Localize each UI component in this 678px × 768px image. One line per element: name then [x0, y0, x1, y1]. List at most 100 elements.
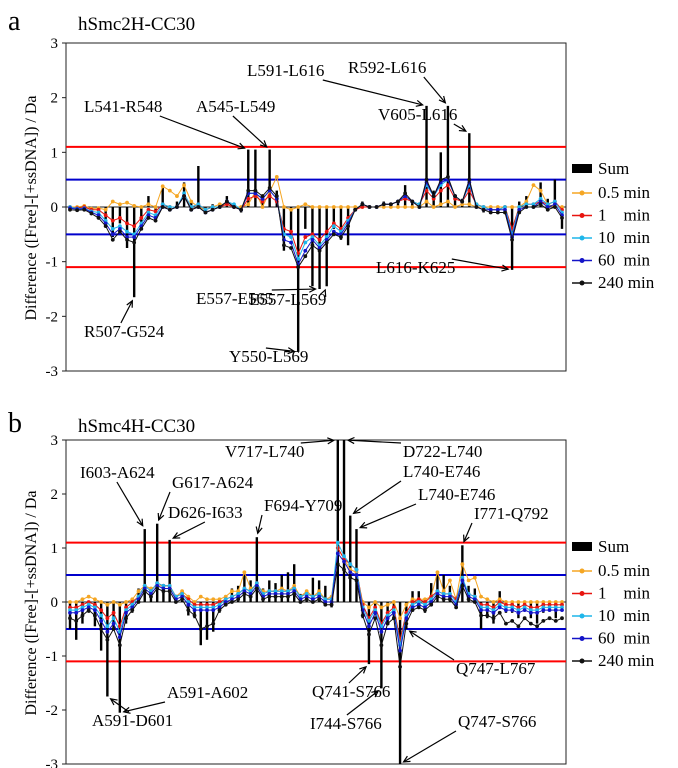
series-point [146, 216, 151, 220]
series-point [367, 624, 371, 629]
annotation-arrow [232, 115, 268, 148]
series-point [528, 610, 533, 615]
series-point [246, 196, 251, 201]
annotation-label: E557-E565 [196, 289, 273, 308]
series-point [111, 621, 116, 626]
series-point [485, 602, 490, 607]
series-point [385, 613, 390, 618]
sum-bar [498, 591, 501, 602]
series-point [224, 199, 229, 204]
series-point [217, 605, 222, 610]
series-point [223, 597, 228, 602]
series-point [93, 602, 97, 607]
sum-bar [161, 187, 164, 207]
annotation-arrowhead [255, 526, 263, 535]
series-point [125, 221, 129, 226]
series-point [391, 616, 396, 621]
annotation-label: R592-L616 [348, 58, 426, 77]
series-point [522, 602, 527, 607]
series-point [180, 597, 185, 602]
annotation-label: L541-R548 [84, 97, 162, 116]
annotation-arrow [423, 76, 446, 104]
series-point [111, 616, 116, 621]
series-point [348, 562, 353, 567]
series-point [522, 600, 527, 604]
series-point [522, 605, 527, 610]
series-point [155, 586, 160, 591]
annotation-arrow [300, 439, 334, 444]
series-point [167, 589, 172, 594]
series-point [161, 586, 166, 591]
series-point [524, 205, 529, 209]
series-point [317, 592, 322, 596]
series-point [479, 608, 483, 612]
series-point [196, 205, 201, 209]
legend-marker [579, 591, 585, 596]
series-point [232, 202, 236, 207]
series-point [110, 232, 115, 237]
annotation-arrow [353, 480, 402, 514]
series-point [535, 610, 539, 615]
series-point [254, 586, 259, 591]
series-point [125, 237, 129, 242]
annotation-arrow [110, 698, 130, 713]
annotation-arrow [159, 115, 245, 149]
series-point [230, 589, 234, 594]
legend-label: 10 min [598, 606, 650, 625]
series-point [423, 600, 427, 604]
legend-label: 240 min [598, 273, 655, 292]
annotation-arrowhead [171, 532, 181, 539]
series-point [223, 594, 228, 599]
legend-sum-label: Sum [598, 159, 629, 178]
sum-bar [325, 207, 328, 287]
annotation-arrow [348, 666, 367, 684]
series-point [292, 586, 297, 591]
annotation-label: L740-E746 [418, 485, 495, 504]
annotation-arrowhead [346, 436, 355, 445]
series-point [242, 586, 247, 591]
series-point [429, 602, 434, 607]
series-point [317, 597, 322, 602]
series-point [68, 605, 72, 610]
annotation-arrowhead [358, 521, 368, 529]
legend-label: 0.5 min [598, 183, 650, 202]
series-point [153, 209, 158, 214]
annotation-arrowhead [408, 630, 417, 638]
series-point [547, 602, 552, 607]
series-point [82, 207, 87, 212]
legend-sum-swatch [572, 164, 592, 173]
series-point [186, 608, 191, 612]
series-point [528, 600, 533, 604]
series-point [139, 205, 144, 209]
series-point [279, 594, 284, 599]
series-point [167, 205, 172, 209]
sum-bar [255, 537, 259, 602]
sum-bar [411, 591, 414, 602]
annotation-arrow [463, 522, 473, 542]
series-point [410, 199, 415, 204]
series-point [560, 616, 564, 621]
series-point [323, 602, 328, 607]
annotation-label: L591-L616 [247, 61, 324, 80]
series-point [189, 207, 194, 212]
series-point [491, 610, 496, 615]
y-tick-label: 3 [51, 36, 59, 52]
series-point [68, 616, 72, 621]
series-point [516, 605, 521, 610]
series-point [531, 183, 536, 188]
panel-b-chart: -3 -2 -1 0 1 2 3 V717-L740 D722-L740 I603-A624 G61… [46, 433, 655, 768]
series-point [317, 594, 322, 599]
series-point [353, 205, 358, 209]
series-point [298, 600, 303, 604]
series-point [423, 605, 427, 610]
sum-bar [199, 602, 202, 646]
sum-bar [99, 602, 103, 651]
series-point [246, 202, 251, 207]
sum-bar [247, 149, 250, 207]
series-point [381, 202, 386, 207]
series-point [80, 605, 85, 610]
annotation-label: G617-A624 [172, 473, 254, 492]
series-point [522, 616, 527, 621]
series-point [474, 205, 479, 209]
annotation-arrow [451, 258, 509, 270]
